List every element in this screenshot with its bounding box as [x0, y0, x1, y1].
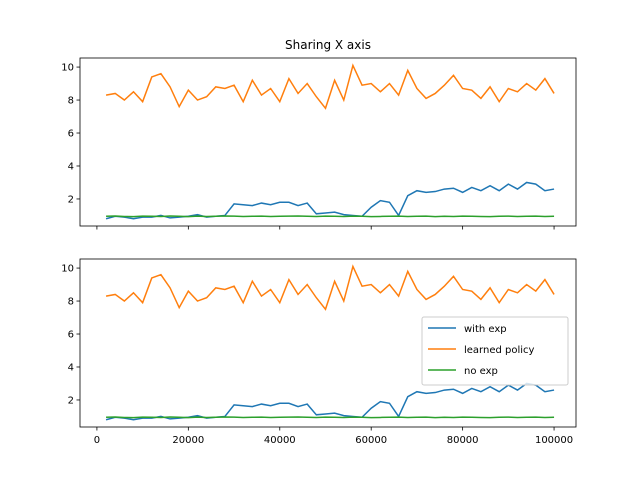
- x-tick-label: 20000: [172, 435, 204, 446]
- y-tick-label: 10: [61, 264, 74, 275]
- y-tick-label: 10: [61, 63, 74, 74]
- y-tick-label: 2: [68, 395, 74, 406]
- legend-label: with exp: [464, 324, 507, 335]
- y-tick-label: 6: [68, 330, 74, 341]
- y-tick-label: 8: [68, 297, 74, 308]
- legend-box: [421, 316, 569, 386]
- series-line: [106, 215, 555, 218]
- y-tick-label: 4: [68, 161, 74, 172]
- y-tick-label: 6: [68, 129, 74, 140]
- y-tick-label: 8: [68, 96, 74, 107]
- x-tick-label: 100000: [535, 435, 573, 446]
- x-tick-label: 80000: [447, 435, 479, 446]
- series-line: [105, 63, 555, 110]
- x-tick-label: 60000: [355, 435, 387, 446]
- axes-frame: [79, 57, 577, 227]
- y-tick-label: 2: [68, 194, 74, 205]
- series-line: [105, 264, 555, 311]
- series-line: [106, 416, 555, 419]
- chart-title: Sharing X axis: [285, 38, 371, 52]
- x-tick-label: 40000: [264, 435, 296, 446]
- x-tick-label: 0: [94, 435, 100, 446]
- y-tick-label: 4: [68, 362, 74, 373]
- legend: with exp learned policy no exp: [421, 316, 569, 386]
- series-line: [105, 382, 555, 421]
- legend-label: no exp: [464, 366, 498, 377]
- legend-label: learned policy: [464, 345, 535, 356]
- series-line: [105, 181, 555, 220]
- axes-frame: [79, 258, 577, 428]
